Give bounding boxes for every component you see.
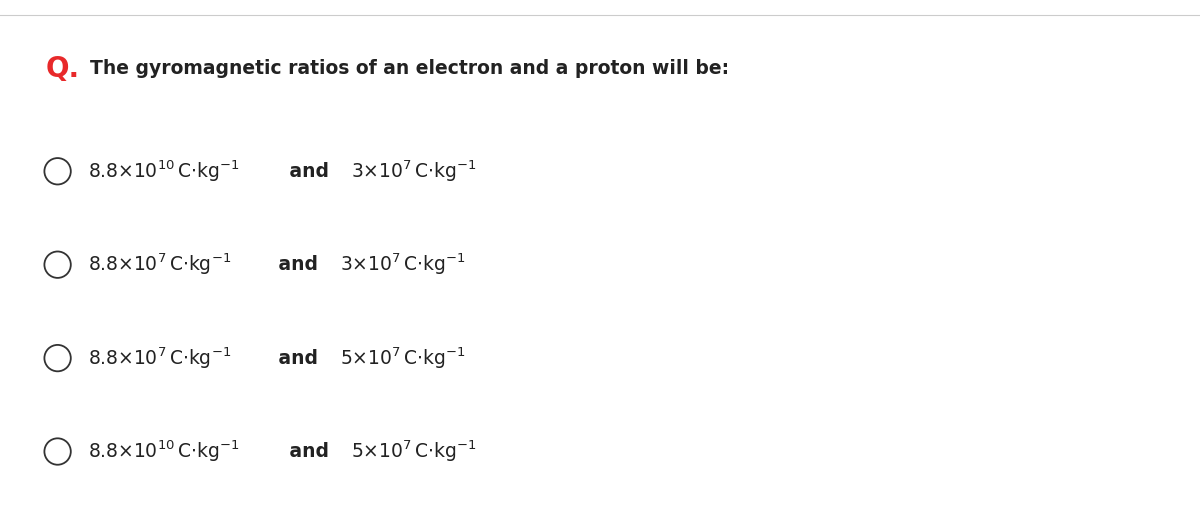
Text: Q.: Q. <box>46 54 79 83</box>
Text: $5{\times}10^{7}\,\mathrm{C{\cdot}kg^{-1}}$: $5{\times}10^{7}\,\mathrm{C{\cdot}kg^{-1… <box>350 439 476 465</box>
Text: $3{\times}10^{7}\,\mathrm{C{\cdot}kg^{-1}}$: $3{\times}10^{7}\,\mathrm{C{\cdot}kg^{-1… <box>350 158 476 184</box>
Text: and: and <box>283 442 336 461</box>
Text: $8.8{\times}10^{10}\,\mathrm{C{\cdot}kg^{-1}}$: $8.8{\times}10^{10}\,\mathrm{C{\cdot}kg^… <box>88 158 239 184</box>
Text: and: and <box>272 349 325 367</box>
Text: and: and <box>272 255 325 274</box>
Text: $8.8{\times}10^{10}\,\mathrm{C{\cdot}kg^{-1}}$: $8.8{\times}10^{10}\,\mathrm{C{\cdot}kg^… <box>88 439 239 465</box>
Text: and: and <box>283 162 336 181</box>
Text: $3{\times}10^{7}\,\mathrm{C{\cdot}kg^{-1}}$: $3{\times}10^{7}\,\mathrm{C{\cdot}kg^{-1… <box>340 252 466 278</box>
Text: The gyromagnetic ratios of an electron and a proton will be:: The gyromagnetic ratios of an electron a… <box>90 59 730 78</box>
Text: $8.8{\times}10^{7}\,\mathrm{C{\cdot}kg^{-1}}$: $8.8{\times}10^{7}\,\mathrm{C{\cdot}kg^{… <box>88 345 230 371</box>
Text: $8.8{\times}10^{7}\,\mathrm{C{\cdot}kg^{-1}}$: $8.8{\times}10^{7}\,\mathrm{C{\cdot}kg^{… <box>88 252 230 278</box>
Text: $5{\times}10^{7}\,\mathrm{C{\cdot}kg^{-1}}$: $5{\times}10^{7}\,\mathrm{C{\cdot}kg^{-1… <box>340 345 466 371</box>
